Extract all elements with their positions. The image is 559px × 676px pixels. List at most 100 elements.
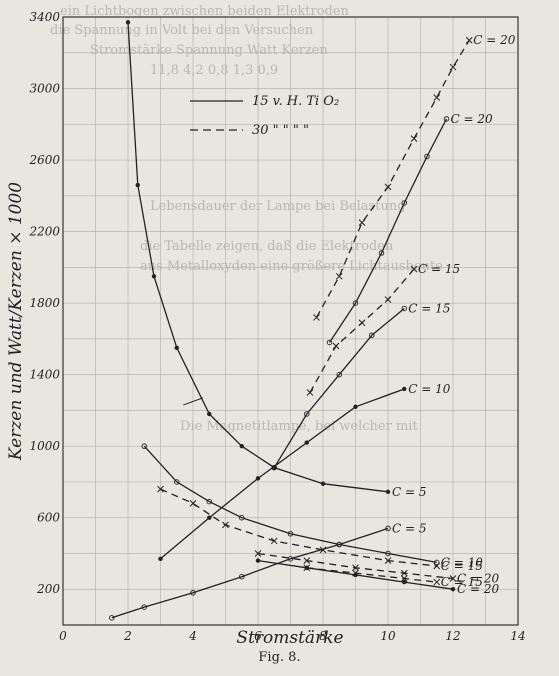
data-point-dot	[151, 274, 157, 279]
series-label: C = 15	[418, 262, 460, 276]
series-label: C = 20	[473, 33, 516, 47]
data-point-circle	[378, 250, 385, 256]
series-label: C = 20	[451, 112, 494, 126]
data-point-cross	[410, 135, 418, 142]
data-point-circle	[108, 615, 115, 621]
data-point-dot	[385, 489, 391, 494]
data-point-cross	[410, 265, 418, 273]
bleed-line: die Spannung in Volt bei den Versuchen	[50, 23, 314, 38]
data-point-cross	[400, 575, 408, 582]
bleed-line: die Tabelle zeigen, daß die Elektroden	[140, 239, 394, 254]
y-tick-label: 2600	[28, 153, 60, 167]
data-point-dot	[353, 404, 358, 410]
data-point-dot	[158, 556, 163, 562]
y-tick-label: 1000	[29, 439, 60, 453]
data-point-dot	[402, 386, 407, 392]
legend-entry-solid: 15 v. H. Ti O₂	[252, 94, 339, 109]
series-group: C = 20C = 20C = 15C = 15C = 10C = 5C = 5…	[108, 20, 516, 621]
data-point-dot	[207, 515, 212, 520]
data-point-circle	[401, 200, 408, 206]
data-point-cross	[270, 537, 278, 545]
series-label: C = 15	[408, 301, 450, 315]
data-point-circle	[173, 479, 180, 485]
plot-frame	[62, 16, 519, 626]
data-point-dot	[304, 440, 309, 445]
series-9: C = 15	[157, 485, 483, 573]
data-point-cross	[433, 94, 441, 101]
y-tick-label: 200	[36, 582, 60, 596]
data-point-cross	[303, 557, 311, 564]
data-point-circle	[238, 573, 245, 580]
data-point-dot	[174, 345, 179, 351]
series-5: C = 10	[158, 382, 451, 562]
data-point-cross	[384, 296, 392, 303]
data-point-circle	[287, 556, 294, 562]
data-point-dot	[272, 465, 277, 470]
series-line	[160, 388, 405, 560]
x-tick-label: 10	[380, 629, 396, 643]
series-3: C = 15	[306, 262, 460, 396]
series-label: C = 20	[457, 572, 500, 586]
data-point-cross	[303, 564, 311, 572]
series-line	[328, 118, 448, 343]
data-point-cross	[332, 342, 340, 350]
data-point-circle	[336, 541, 343, 548]
data-point-cross	[400, 569, 408, 577]
series-label: C = 15	[441, 559, 483, 573]
data-point-circle	[326, 339, 333, 346]
x-tick-label: 8	[319, 629, 327, 643]
data-point-cross	[222, 521, 229, 529]
data-point-circle	[352, 300, 359, 306]
series-7: C = 5	[125, 20, 427, 499]
data-point-circle	[369, 332, 375, 339]
data-point-cross	[384, 183, 392, 191]
data-point-dot	[135, 182, 140, 188]
x-tick-label: 0	[59, 629, 67, 643]
x-tick-label: 14	[510, 629, 525, 643]
data-point-cross	[319, 546, 327, 554]
bleed-line: Stromstärke Spannung Watt Kerzen	[90, 43, 328, 58]
x-tick-label: 2	[123, 629, 132, 643]
y-tick-label: 2200	[28, 225, 60, 239]
data-point-cross	[449, 575, 457, 582]
data-point-circle	[141, 604, 147, 610]
series-label: C = 5	[392, 485, 427, 499]
x-axis-ticks: 0 2 4 6 8 10 12 14	[59, 629, 525, 643]
data-point-circle	[190, 590, 196, 596]
series-4: C = 15	[271, 301, 450, 471]
y-tick-label: 1800	[29, 296, 60, 310]
bleed-line: Lebensdauer der Lampe bei Belastung	[150, 199, 406, 214]
data-point-cross	[465, 36, 473, 44]
data-point-cross	[449, 63, 457, 71]
data-point-circle	[238, 514, 245, 521]
data-point-cross	[306, 389, 314, 396]
series-label: C = 20	[457, 582, 500, 596]
y-axis-ticks: 200 600 1000 1400 1800 2200 2600 3000 3400	[28, 10, 60, 596]
figure-caption: Fig. 8.	[258, 650, 301, 665]
series-10: C = 20	[254, 550, 500, 586]
series-2: C = 20	[326, 112, 494, 346]
series-label: C = 15	[441, 575, 483, 589]
y-tick-label: 3000	[29, 82, 60, 96]
data-point-cross	[254, 550, 262, 557]
series-label: C = 10	[441, 555, 484, 569]
data-point-dot	[255, 558, 261, 563]
series-1: C = 20	[313, 33, 516, 321]
data-point-circle	[424, 153, 430, 160]
series-label: C = 5	[392, 521, 427, 535]
data-point-circle	[206, 498, 212, 505]
data-point-cross	[384, 557, 392, 564]
data-point-cross	[189, 500, 197, 507]
data-point-dot	[320, 481, 326, 486]
data-point-cross	[352, 564, 359, 572]
data-point-circle	[385, 550, 391, 557]
data-point-cross	[313, 314, 320, 321]
bleed-line: aus Metalloxyden eine größere Lichtausbe…	[140, 259, 443, 274]
data-point-dot	[402, 579, 407, 585]
data-point-circle	[304, 411, 310, 417]
x-tick-label: 6	[254, 629, 262, 643]
data-point-cross	[335, 272, 343, 280]
legend-entry-dashed: 30 " " " "	[252, 123, 309, 138]
data-point-circle	[401, 305, 408, 312]
